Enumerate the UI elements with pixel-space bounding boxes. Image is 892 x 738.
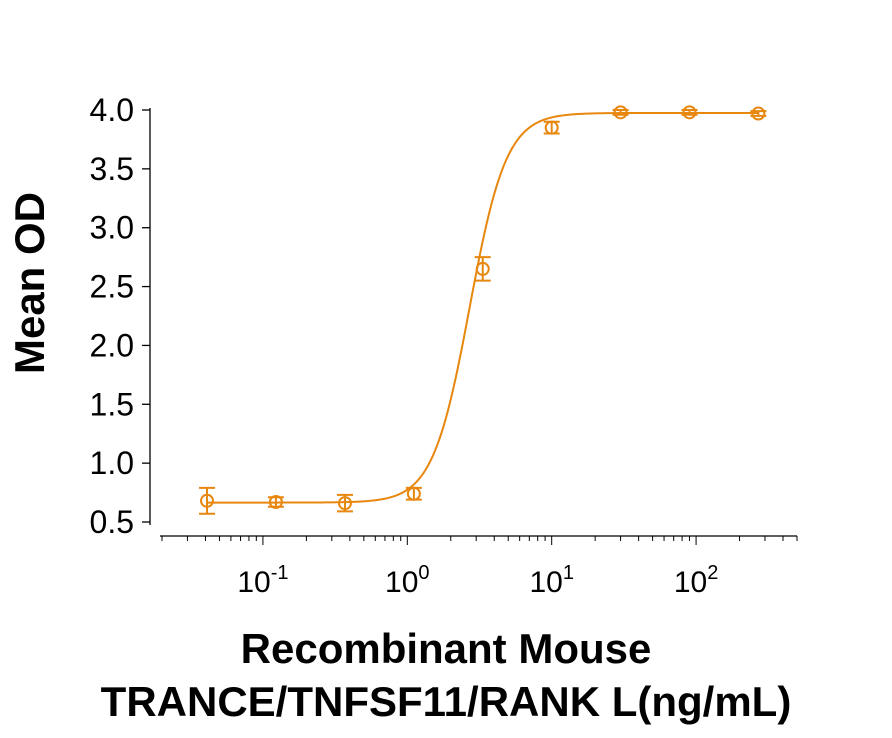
- fit-curve-group: [207, 111, 759, 504]
- data-point: [613, 105, 628, 120]
- y-tick-label: 3.5: [90, 151, 134, 187]
- x-tick-label: 102: [674, 562, 719, 599]
- y-axis-label: Mean OD: [6, 191, 53, 375]
- fit-curve: [207, 111, 759, 504]
- x-tick-label: 100: [385, 562, 430, 599]
- data-point: [337, 496, 352, 511]
- data-point-group: [336, 493, 353, 513]
- y-tick-label: 1.5: [90, 386, 134, 422]
- data-point: [682, 105, 697, 120]
- y-tick-label: 2.0: [90, 327, 134, 363]
- data-point: [200, 493, 215, 508]
- y-tick-label: 2.5: [90, 269, 134, 305]
- y-tick-label: 3.0: [90, 210, 134, 246]
- data-point: [544, 120, 559, 135]
- y-tick-label: 0.5: [90, 504, 134, 540]
- data-point-group: [750, 106, 767, 121]
- x-tick-label: 101: [529, 562, 574, 599]
- y-tick-label: 1.0: [90, 445, 134, 481]
- data-point: [406, 486, 421, 501]
- data-point-group: [681, 105, 698, 120]
- x-axis-label-line1: Recombinant Mouse: [240, 625, 652, 672]
- data-point-group: [612, 105, 629, 120]
- data-point-group: [474, 256, 491, 282]
- data-point-group: [405, 486, 422, 501]
- data-point-group: [199, 486, 216, 515]
- data-point-group: [543, 120, 560, 135]
- data-point: [268, 494, 283, 509]
- data-point: [475, 261, 490, 276]
- axes: 0.5 1.0 1.5 2.0 2.5 3.0 3.5 4.0 10-1 100 101 102: [90, 92, 798, 599]
- data-point: [751, 106, 766, 121]
- x-axis-label-line2: TRANCE/TNFSF11/RANK L(ng/mL): [100, 678, 792, 725]
- data-points: [199, 105, 767, 515]
- y-tick-label: 4.0: [90, 92, 134, 128]
- data-point-group: [267, 494, 284, 509]
- x-tick-label: 10-1: [237, 562, 288, 599]
